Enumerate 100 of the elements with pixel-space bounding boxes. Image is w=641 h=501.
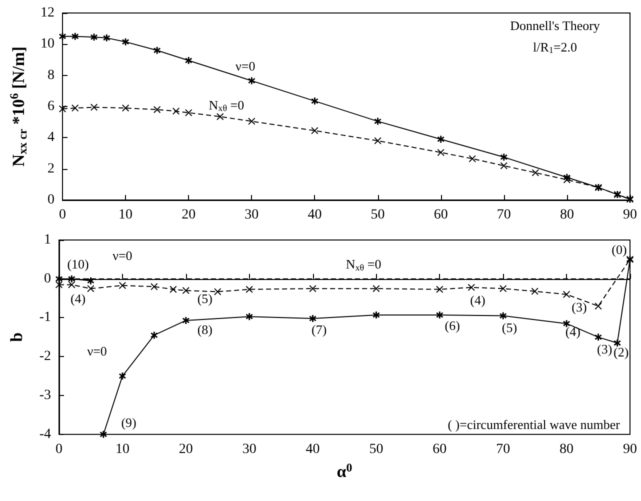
- annotation: ν=0: [87, 343, 107, 358]
- point: [500, 285, 507, 292]
- y-tick-label: 4: [48, 130, 54, 146]
- point: [87, 285, 94, 292]
- point: [311, 127, 318, 134]
- x-tick-label: 70: [496, 442, 510, 457]
- y-tick-label: 2: [48, 161, 54, 176]
- point: [56, 275, 62, 282]
- point: [309, 285, 316, 292]
- y-tick-label: -4: [39, 426, 51, 442]
- point: [614, 340, 621, 347]
- x-tick-label: 50: [370, 208, 385, 222]
- y-tick-label: -3: [39, 388, 51, 403]
- annotation: (0): [612, 242, 627, 258]
- point: [374, 118, 382, 125]
- point: [216, 113, 224, 120]
- point: [532, 169, 539, 176]
- point: [248, 77, 256, 84]
- point: [248, 118, 256, 125]
- point: [500, 312, 507, 320]
- x-tick-label: 50: [369, 442, 384, 457]
- point: [122, 104, 130, 112]
- point: [437, 148, 444, 156]
- point: [170, 286, 177, 293]
- point: [68, 275, 76, 282]
- x-tick-label: 80: [560, 208, 574, 222]
- point: [182, 287, 190, 294]
- x-tick-label: 0: [59, 208, 66, 222]
- point: [172, 108, 180, 115]
- annotation: ( )=circumferential wave number: [448, 417, 621, 432]
- point: [72, 32, 79, 40]
- y-tick-label: -2: [39, 349, 51, 364]
- x-tick-label: 40: [306, 442, 320, 457]
- annotation: (8): [197, 322, 213, 337]
- point: [214, 288, 222, 296]
- x-tick-label: 40: [308, 208, 322, 222]
- annotation: (3): [597, 341, 612, 356]
- point: [150, 283, 158, 290]
- x-tick-label: 90: [623, 442, 637, 457]
- point: [56, 281, 62, 288]
- point: [468, 284, 475, 291]
- point: [594, 302, 602, 310]
- point: [100, 430, 107, 438]
- annotation: (4): [565, 324, 580, 339]
- point: [72, 104, 79, 112]
- annotation: (5): [502, 320, 518, 335]
- point: [59, 105, 66, 112]
- y-tick-label: 10: [40, 36, 54, 52]
- annotation: ν=0: [112, 248, 132, 264]
- annotation: (5): [197, 290, 213, 306]
- point: [594, 334, 602, 341]
- point: [436, 286, 444, 293]
- point: [246, 286, 253, 293]
- y-tick-label: 0: [44, 271, 51, 286]
- y-tick-label: -1: [39, 310, 51, 326]
- point: [150, 332, 158, 339]
- annotation: (10): [67, 256, 89, 272]
- point: [500, 154, 508, 161]
- annotation: (2): [614, 344, 629, 360]
- point: [185, 109, 192, 116]
- x-tick-label: 30: [242, 442, 256, 457]
- point: [374, 137, 382, 144]
- annotation: (6): [444, 318, 460, 334]
- point: [182, 316, 190, 324]
- y-tick-label: 0: [48, 192, 54, 208]
- point: [90, 104, 98, 111]
- point: [311, 98, 318, 105]
- point: [68, 281, 76, 288]
- point: [531, 288, 538, 295]
- annotation: (9): [121, 415, 136, 430]
- y-tick-label: 6: [48, 99, 54, 114]
- point: [154, 46, 161, 54]
- x-tick-label: 80: [560, 442, 574, 457]
- x-tick-label: 20: [178, 442, 193, 457]
- y-tick-label: 1: [44, 232, 51, 248]
- point: [103, 34, 110, 42]
- point: [118, 372, 126, 380]
- x-tick-label: 90: [623, 208, 637, 222]
- point: [436, 312, 444, 319]
- y-tick-label: 12: [40, 6, 54, 20]
- annotation: (4): [470, 292, 486, 308]
- point: [118, 282, 126, 289]
- annotation: ν=0: [236, 58, 256, 74]
- annotation: Donnell's Theory: [510, 18, 600, 33]
- annotation: (7): [312, 322, 327, 337]
- y-tick-label: 8: [48, 68, 54, 83]
- point: [87, 277, 94, 284]
- x-tick-label: 10: [118, 208, 133, 222]
- x-tick-label: 70: [496, 208, 511, 222]
- point: [90, 34, 98, 41]
- annotation: (3): [572, 299, 587, 314]
- point: [185, 57, 192, 64]
- point: [563, 176, 570, 184]
- x-tick-label: 60: [432, 442, 447, 457]
- point: [122, 38, 130, 46]
- point: [468, 155, 476, 162]
- point: [309, 315, 316, 322]
- point: [500, 162, 508, 170]
- point: [563, 290, 570, 298]
- x-tick-label: 30: [244, 208, 259, 222]
